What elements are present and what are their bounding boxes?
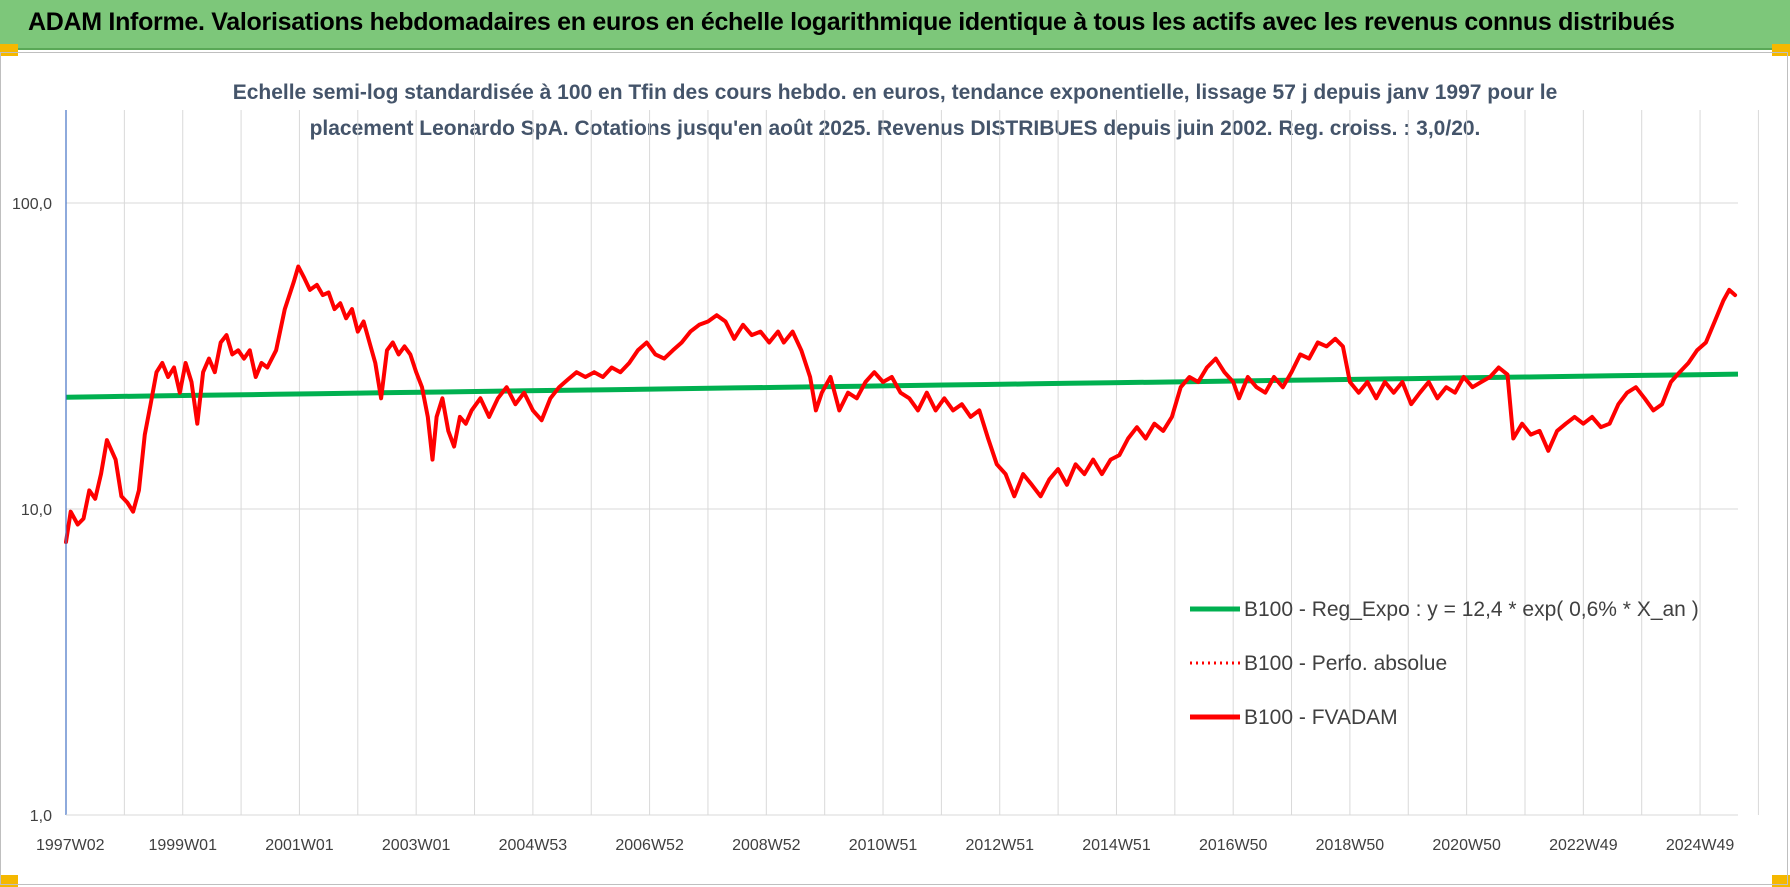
x-tick-label: 2022W49 xyxy=(1549,837,1618,854)
x-tick-label: 2024W49 xyxy=(1666,837,1735,854)
x-tick-label: 2004W53 xyxy=(499,837,568,854)
x-tick-label: 2001W01 xyxy=(265,837,334,854)
x-tick-label: 2010W51 xyxy=(849,837,918,854)
legend-item-fvadam: B100 - FVADAM xyxy=(1190,706,1398,729)
series-line-fvadam xyxy=(64,264,1738,544)
legend-item-reg-expo: B100 - Reg_Expo : y = 12,4 * exp( 0,6% *… xyxy=(1190,598,1699,621)
x-tick-label: 2008W52 xyxy=(732,837,801,854)
y-tick-label: 1,0 xyxy=(30,808,52,825)
legend: B100 - Reg_Expo : y = 12,4 * exp( 0,6% *… xyxy=(1190,598,1699,729)
chart-subtitle: Echelle semi-log standardisée à 100 en T… xyxy=(233,81,1558,140)
x-tick-label: 2020W50 xyxy=(1432,837,1501,854)
series-layer xyxy=(64,264,1739,544)
legend-label: B100 - Perfo. absolue xyxy=(1244,652,1447,675)
x-tick-label: 1999W01 xyxy=(148,837,217,854)
y-tick-label: 100,0 xyxy=(12,196,52,213)
y-axis-ticks: 1,0 10,0 100,0 xyxy=(12,196,52,825)
x-axis-ticks: 1997W02 1999W01 2001W01 2003W01 2004W53 2006W… xyxy=(36,837,1734,854)
y-tick-label: 10,0 xyxy=(21,502,52,519)
x-tick-label: 2016W50 xyxy=(1199,837,1268,854)
x-tick-label: 2006W52 xyxy=(615,837,684,854)
chart-subtitle-line-2: placement Leonardo SpA. Cotations jusqu'… xyxy=(310,117,1481,140)
legend-label: B100 - Reg_Expo : y = 12,4 * exp( 0,6% *… xyxy=(1244,598,1699,621)
legend-label: B100 - FVADAM xyxy=(1244,706,1398,729)
x-tick-label: 1997W02 xyxy=(36,837,105,854)
horizontal-gridlines xyxy=(66,202,1738,816)
series-line-reg-expo xyxy=(65,371,1739,400)
corner-accent-top-left xyxy=(0,44,18,56)
legend-item-perfo-absolue: B100 - Perfo. absolue xyxy=(1190,652,1447,675)
corner-accent-top-right xyxy=(1772,44,1790,56)
chart-subtitle-line-1: Echelle semi-log standardisée à 100 en T… xyxy=(233,81,1558,104)
x-tick-label: 2018W50 xyxy=(1316,837,1385,854)
x-tick-label: 2012W51 xyxy=(966,837,1035,854)
banner-title: ADAM Informe. Valorisations hebdomadaire… xyxy=(28,8,1675,36)
chart-frame xyxy=(0,52,1788,885)
vertical-gridlines xyxy=(65,110,1759,815)
x-tick-label: 2014W51 xyxy=(1082,837,1151,854)
x-tick-label: 2003W01 xyxy=(382,837,451,854)
title-banner: ADAM Informe. Valorisations hebdomadaire… xyxy=(0,0,1790,50)
